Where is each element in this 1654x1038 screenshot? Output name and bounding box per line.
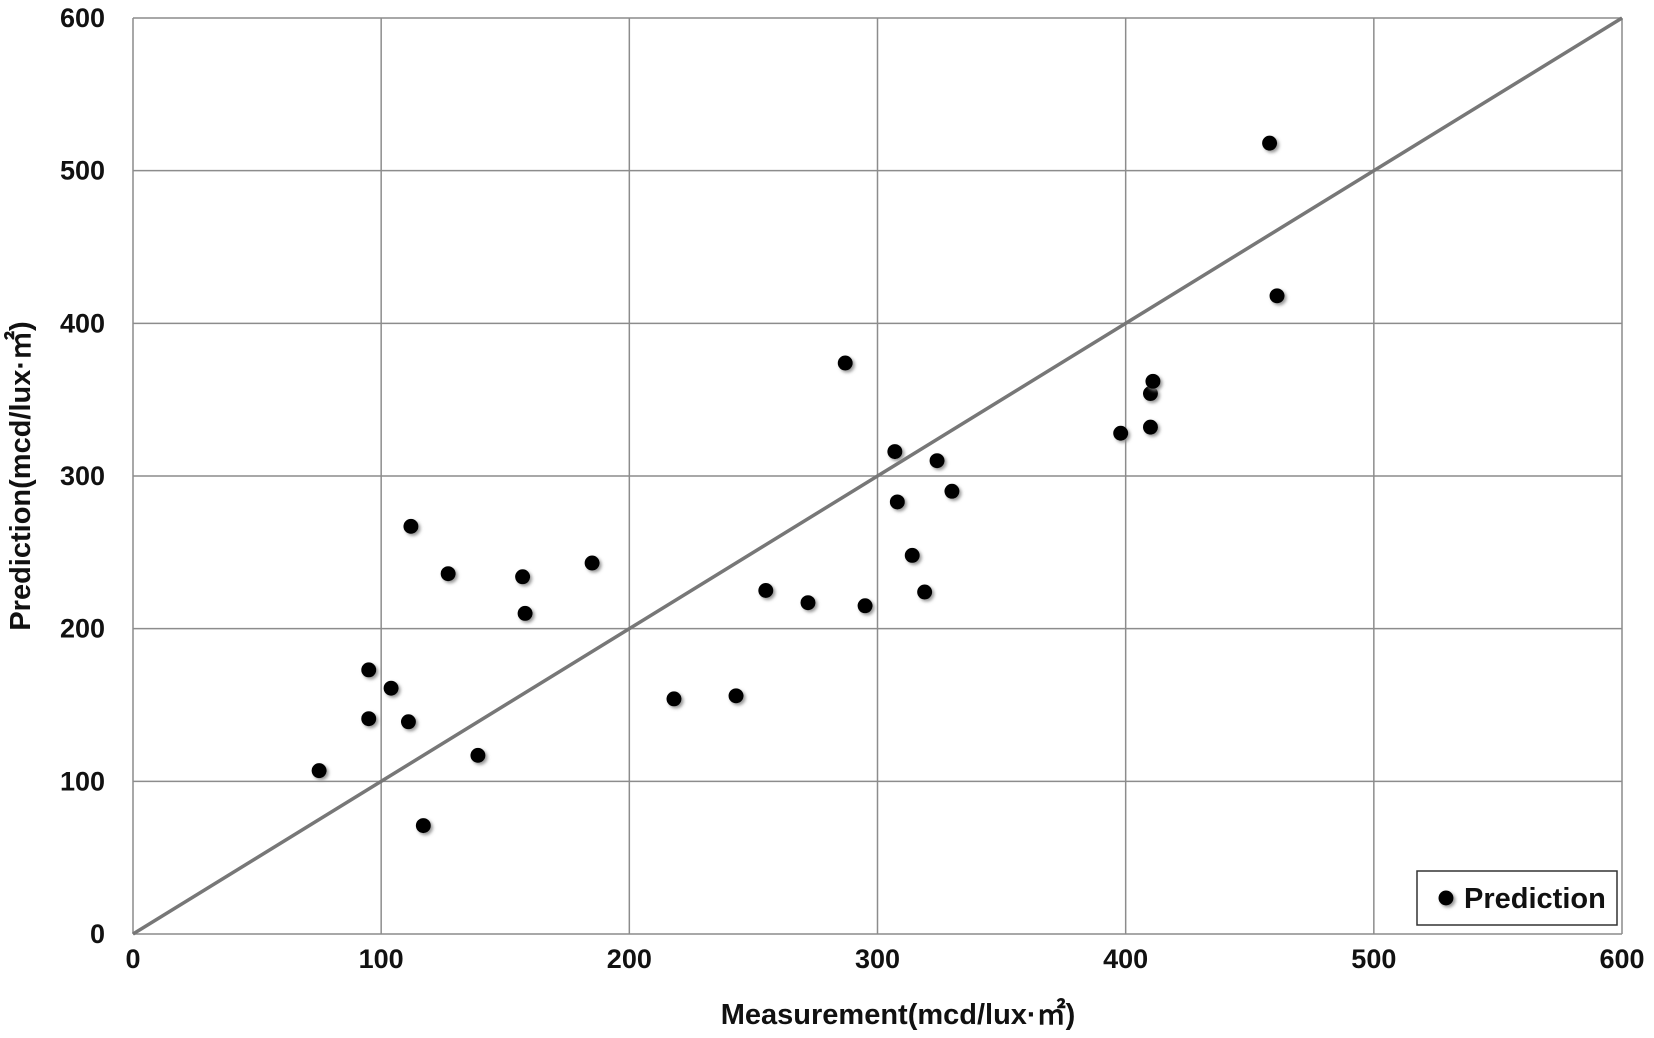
- data-point: [1262, 135, 1278, 151]
- y-tick-label: 400: [60, 308, 105, 338]
- data-point: [728, 688, 744, 704]
- y-tick-label: 600: [60, 3, 105, 33]
- reference-line-layer: [132, 16, 1623, 936]
- data-point: [1113, 425, 1129, 441]
- data-point: [666, 691, 682, 707]
- data-point: [361, 711, 377, 727]
- data-point: [837, 355, 853, 371]
- data-point: [1142, 419, 1158, 435]
- data-point: [917, 584, 933, 600]
- data-point: [584, 555, 600, 571]
- data-point: [887, 444, 903, 460]
- data-point: [857, 598, 873, 614]
- x-tick-label: 100: [359, 944, 404, 974]
- legend: Prediction: [1416, 870, 1618, 926]
- data-point: [758, 583, 774, 598]
- tick-labels: 0 100 200 300 400 500 600 0 100 200 300 400 500 600: [60, 3, 1645, 974]
- legend-marker: [1438, 890, 1454, 906]
- y-tick-label: 500: [60, 156, 105, 186]
- y-axis-title: Prediction(mcd/lux·㎡): [3, 321, 37, 630]
- data-point: [383, 680, 399, 696]
- data-point: [929, 453, 945, 469]
- data-point: [403, 518, 419, 534]
- y-tick-label: 200: [60, 614, 105, 644]
- data-point: [515, 569, 531, 585]
- data-point: [440, 566, 456, 582]
- data-point: [400, 714, 416, 730]
- x-tick-label: 300: [855, 944, 900, 974]
- x-tick-label: 0: [125, 944, 140, 974]
- data-point: [1145, 373, 1161, 389]
- x-tick-label: 200: [607, 944, 652, 974]
- data-point: [361, 662, 377, 678]
- data-points: [311, 135, 1285, 834]
- data-point: [1142, 386, 1158, 402]
- data-point: [1269, 288, 1285, 304]
- data-point: [889, 494, 905, 510]
- data-point: [415, 818, 431, 834]
- x-tick-label: 600: [1599, 944, 1644, 974]
- data-point: [311, 763, 327, 779]
- data-point: [944, 483, 960, 499]
- reference-line: [132, 16, 1623, 936]
- x-tick-label: 400: [1103, 944, 1148, 974]
- legend-label: Prediction: [1464, 883, 1606, 915]
- data-point: [800, 595, 816, 611]
- x-axis-title: Measurement(mcd/lux·㎡): [721, 997, 1076, 1031]
- data-point: [470, 747, 486, 763]
- data-point: [517, 605, 533, 621]
- x-tick-label: 500: [1351, 944, 1396, 974]
- data-point: [904, 547, 920, 563]
- y-tick-label: 300: [60, 461, 105, 491]
- y-tick-label: 100: [60, 766, 105, 796]
- y-tick-label: 0: [90, 919, 105, 949]
